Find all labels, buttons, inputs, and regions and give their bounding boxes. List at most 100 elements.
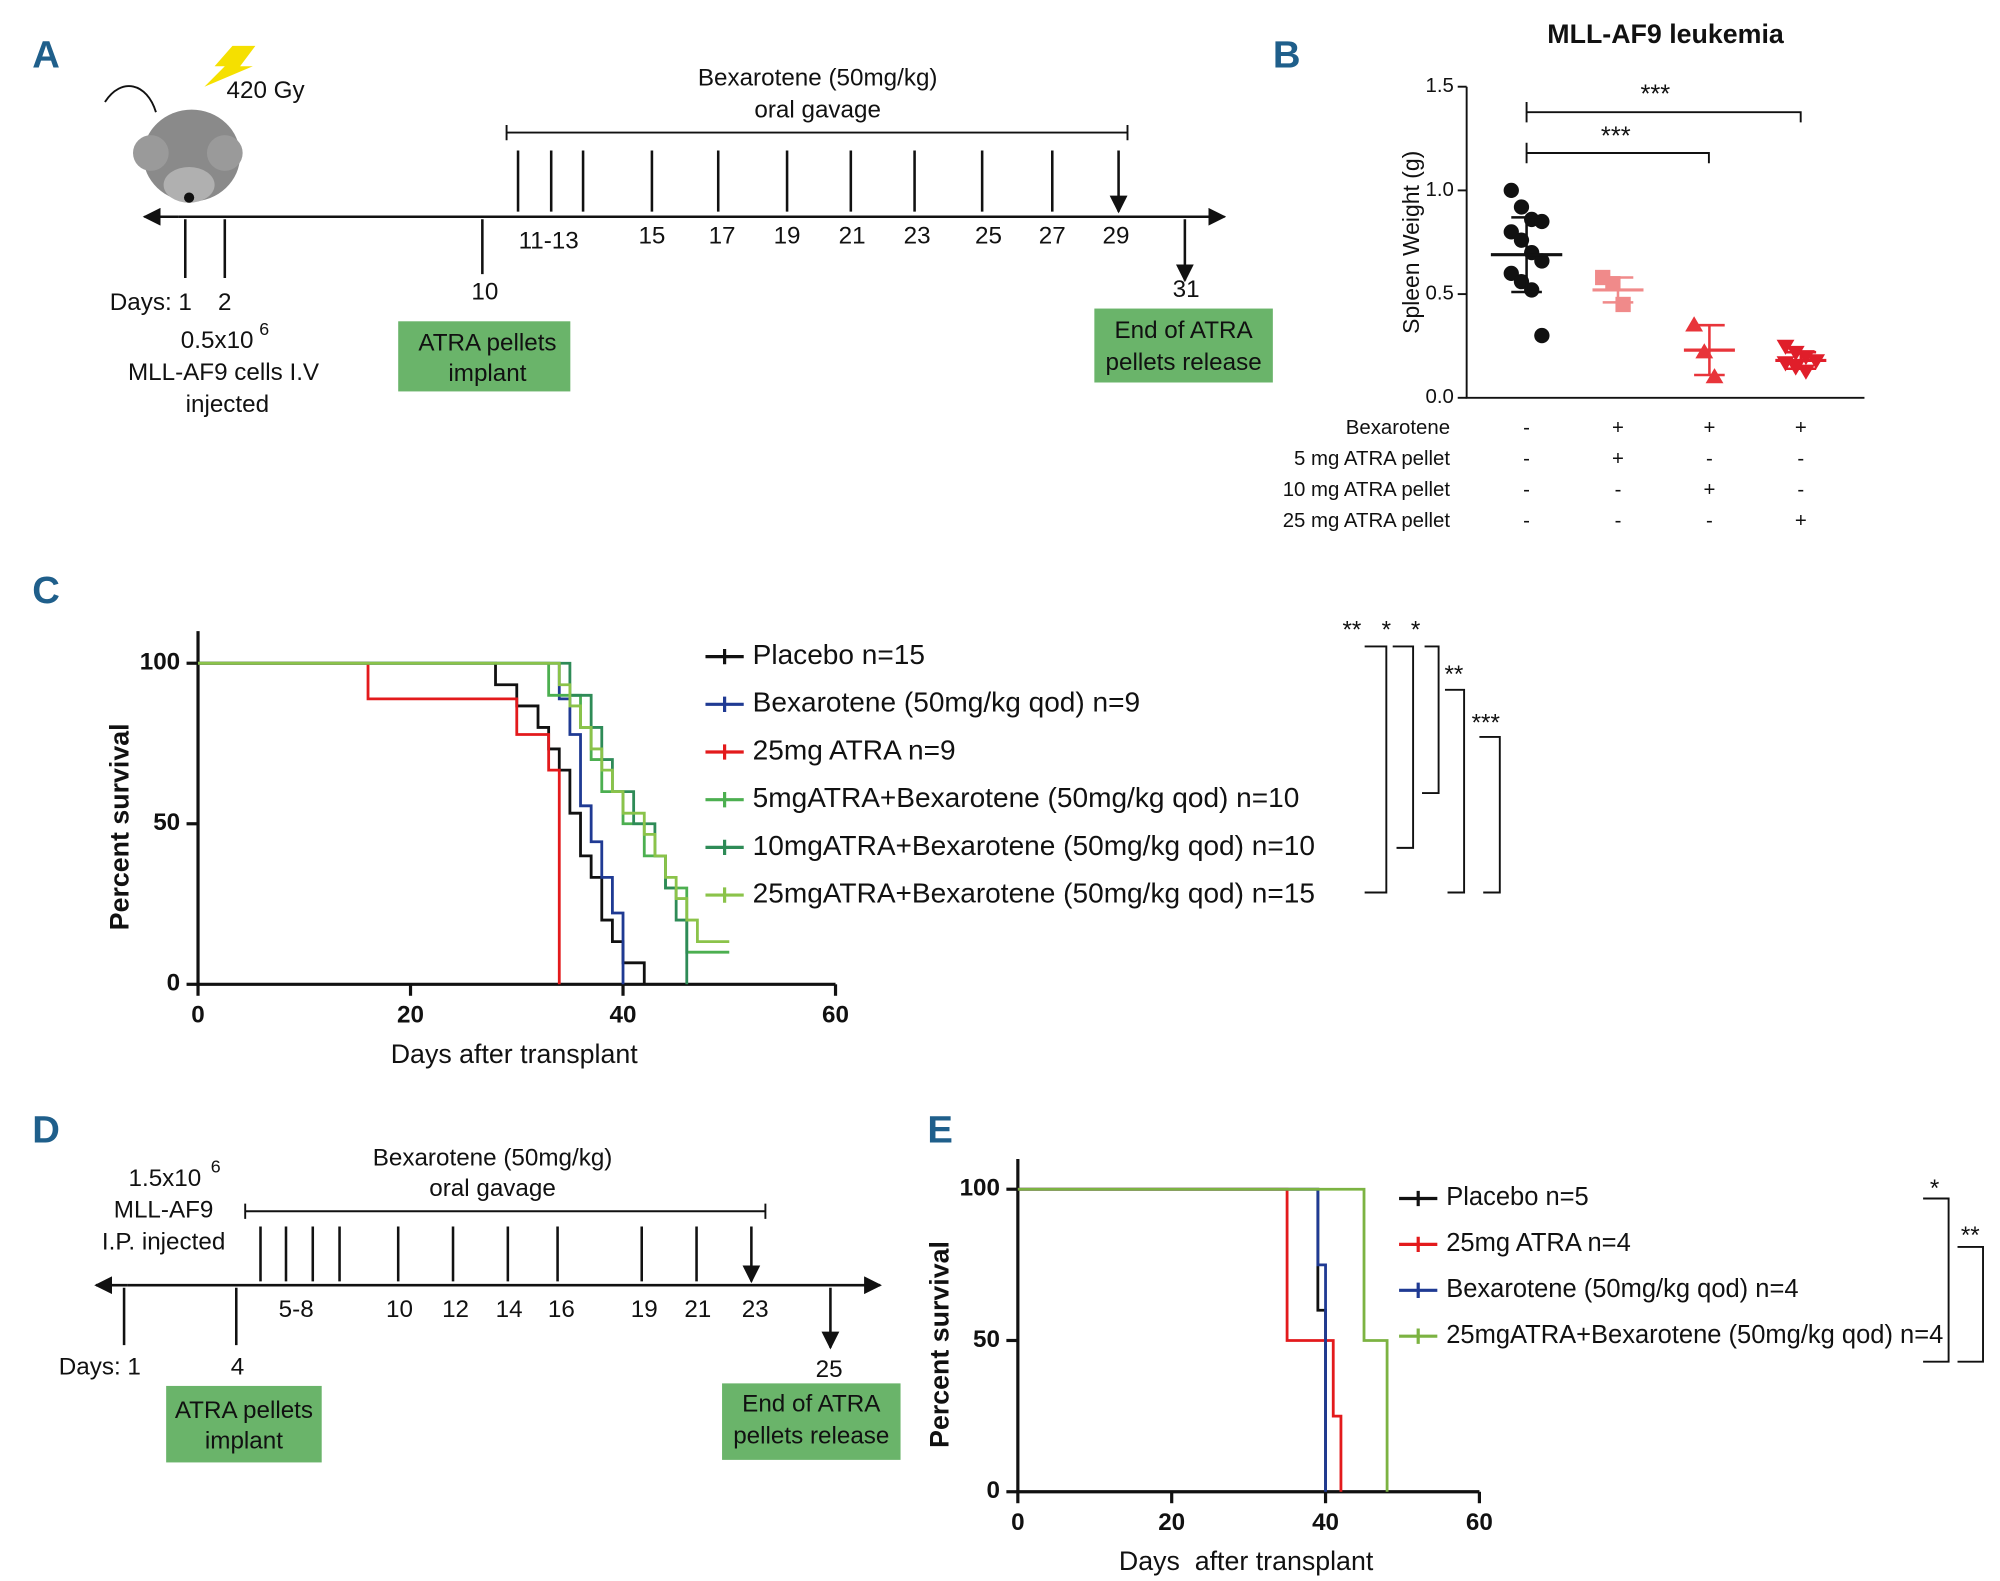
legend-marker xyxy=(1399,1190,1438,1207)
condition-label: Bexarotene xyxy=(1346,417,1450,439)
legend-label: 25mgATRA+Bexarotene (50mg/kg qod) n=15 xyxy=(753,877,1315,908)
treatment: Bexarotene (50mg/kg) xyxy=(698,64,938,91)
y-axis-label: Percent survival xyxy=(924,1241,954,1448)
day: 4 xyxy=(231,1353,244,1380)
condition-value: - xyxy=(1523,417,1530,439)
legend-marker xyxy=(1399,1328,1438,1344)
arrow xyxy=(259,1226,752,1282)
day: 19 xyxy=(774,223,801,250)
significance: ** xyxy=(1342,617,1361,644)
legend-marker xyxy=(705,648,744,665)
survival-line xyxy=(198,661,730,954)
survival-line xyxy=(198,661,561,985)
panel-label: D xyxy=(32,1108,60,1151)
condition-value: - xyxy=(1523,479,1530,501)
treatment: oral gavage xyxy=(754,96,881,123)
box xyxy=(1094,308,1273,383)
day: 10 xyxy=(386,1296,413,1323)
mouse-ear xyxy=(206,135,243,171)
day: 5-8 xyxy=(279,1296,314,1323)
day: 25 xyxy=(975,223,1002,250)
condition-label: 25 mg ATRA pellet xyxy=(1283,510,1451,532)
lightning xyxy=(204,45,256,87)
y-tick-label: 50 xyxy=(973,1326,1000,1353)
significance: *** xyxy=(1601,122,1631,150)
y-axis-label: Spleen Weight (g) xyxy=(1398,151,1424,334)
y-tick-label: 1.5 xyxy=(1426,75,1454,97)
timeline-a: 420 Gy Bexarotene (50mg/kg) oral gavage … xyxy=(104,45,1273,418)
error-bar xyxy=(1511,216,1542,294)
condition-value: + xyxy=(1703,479,1715,501)
legend-marker xyxy=(705,792,744,808)
day: 15 xyxy=(638,223,665,250)
legend-marker xyxy=(1399,1236,1438,1253)
box-text: implant xyxy=(448,360,526,387)
panel-label: C xyxy=(32,569,60,612)
significance-bracket xyxy=(1364,645,1501,894)
box xyxy=(166,1385,322,1463)
day: 2 xyxy=(218,289,231,316)
mouse-tail xyxy=(104,85,157,113)
condition-value: - xyxy=(1615,510,1622,532)
legend-label: 25mg ATRA n=4 xyxy=(1446,1229,1631,1257)
cells: 1.5x10 xyxy=(129,1165,202,1192)
condition-value: - xyxy=(1797,479,1804,501)
legend-marker xyxy=(705,839,744,856)
condition-value: + xyxy=(1795,510,1807,532)
day: 14 xyxy=(496,1296,523,1323)
condition-value: - xyxy=(1523,510,1530,532)
day: 25 xyxy=(816,1356,843,1383)
y-tick-label: 100 xyxy=(960,1175,1000,1202)
significance-bracket xyxy=(1525,102,1802,164)
point xyxy=(1776,339,1795,355)
point xyxy=(1503,224,1519,240)
cells: I.P. injected xyxy=(102,1229,225,1256)
legend-label: Placebo n=15 xyxy=(753,639,925,670)
error-bar xyxy=(1785,350,1817,371)
y-tick-label: 0 xyxy=(987,1477,1000,1504)
legend-label: 5mgATRA+Bexarotene (50mg/kg qod) n=10 xyxy=(753,782,1300,813)
survival-line xyxy=(198,661,625,985)
day: 31 xyxy=(1173,276,1200,303)
axis xyxy=(1016,1158,1480,1494)
bracket xyxy=(505,124,1129,141)
cells-exponent: 6 xyxy=(211,1157,221,1177)
survival-line xyxy=(1017,1187,1327,1492)
day: Days: 1 xyxy=(59,1353,141,1380)
significance: * xyxy=(1930,1175,1940,1202)
point xyxy=(1534,327,1550,344)
cells: MLL-AF9 xyxy=(114,1197,214,1224)
y-tick-label: 0 xyxy=(167,970,180,997)
box xyxy=(722,1383,901,1460)
condition-value: - xyxy=(1797,448,1804,470)
survival-line xyxy=(1017,1187,1343,1492)
x-tick-label: 40 xyxy=(1312,1509,1339,1536)
box xyxy=(398,321,571,392)
x-tick-label: 60 xyxy=(822,1002,849,1029)
condition-value: + xyxy=(1612,448,1624,470)
legend-marker xyxy=(1399,1282,1438,1298)
significance: ** xyxy=(1444,661,1463,688)
survival-line xyxy=(198,661,730,944)
condition-value: + xyxy=(1612,417,1624,439)
x-tick-label: 60 xyxy=(1466,1509,1493,1536)
y-tick-label: 100 xyxy=(140,649,180,676)
day: 23 xyxy=(742,1296,769,1323)
cells: 0.5x10 xyxy=(181,327,254,354)
condition-value: + xyxy=(1795,417,1807,439)
significance: * xyxy=(1411,617,1421,644)
day: 10 xyxy=(471,279,498,306)
point xyxy=(1513,199,1530,215)
mouse-nose xyxy=(184,192,195,203)
significance: * xyxy=(1382,617,1392,644)
condition-value: - xyxy=(1706,448,1713,470)
day: 29 xyxy=(1103,223,1130,250)
x-tick-label: 20 xyxy=(397,1002,424,1029)
x-tick-label: 20 xyxy=(1158,1509,1185,1536)
arrow xyxy=(122,1287,830,1348)
x-tick-label: 40 xyxy=(610,1002,637,1029)
survival-line xyxy=(198,661,646,985)
panel-label: E xyxy=(927,1108,953,1151)
legend-label: 25mg ATRA n=9 xyxy=(753,734,956,765)
